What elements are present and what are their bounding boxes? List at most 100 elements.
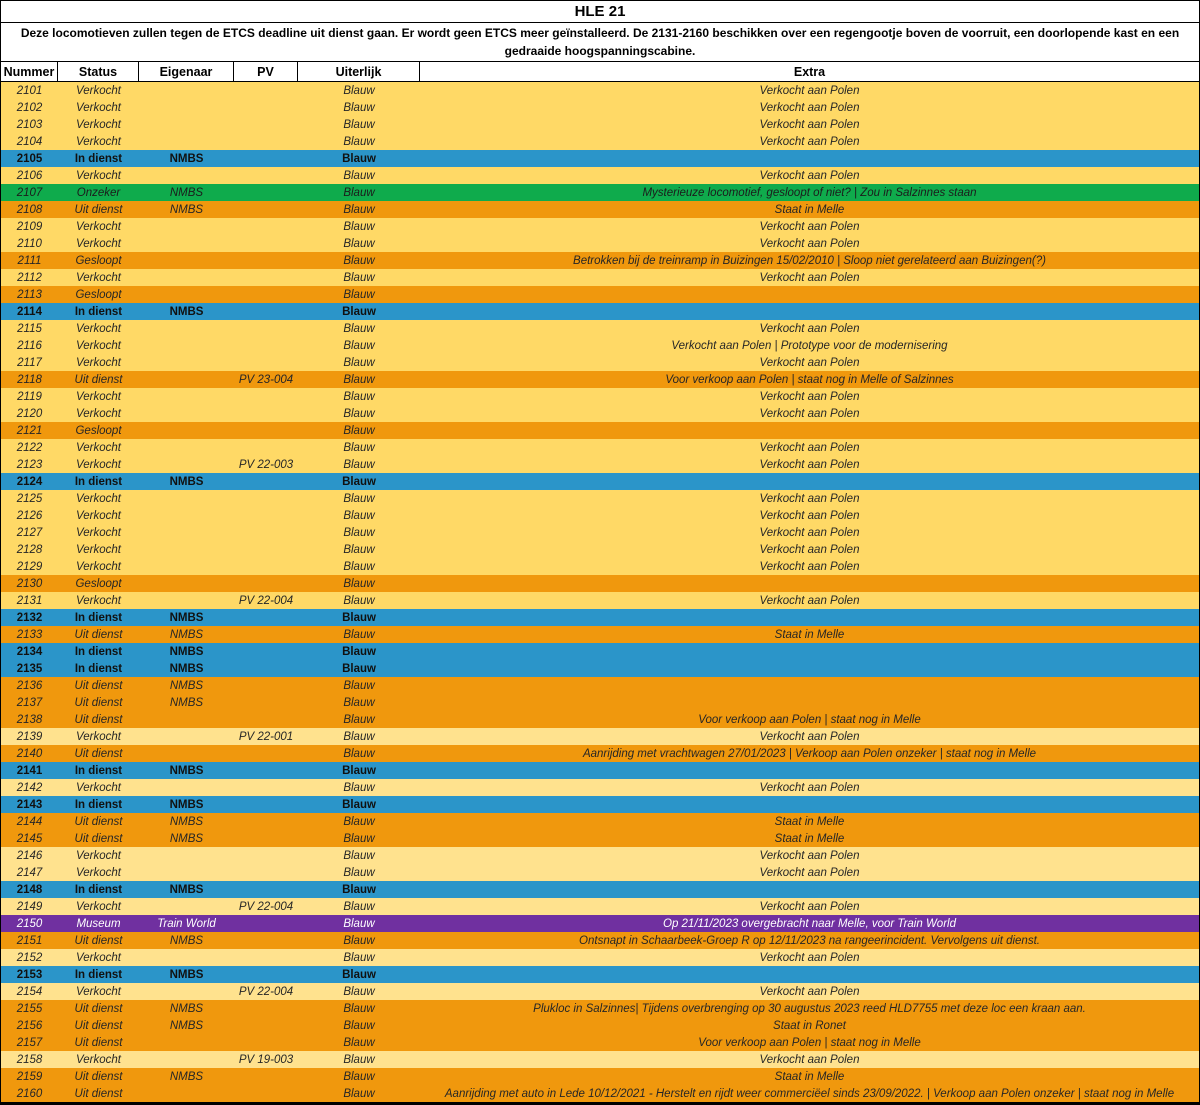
cell-eigenaar [139,524,234,541]
cell-uiterlijk: Blauw [343,543,375,556]
cell-eigenaar [139,422,234,439]
cell-nummer: 2103 [16,118,43,131]
cell-uiterlijk: Blauw [343,339,375,352]
cell-eigenaar: NMBS [169,611,204,624]
cell-uiterlijk: Blauw [343,356,375,369]
cell-uiterlijk: Blauw [343,1070,375,1083]
cell-status: Verkocht [76,951,121,964]
cell-extra: Aanrijding met auto in Lede 10/12/2021 -… [444,1087,1175,1100]
table-row: 2158 Verkocht PV 19-003 Blauw Verkocht a… [1,1051,1199,1068]
cell-eigenaar [139,320,234,337]
cell-nummer: 2108 [16,203,43,216]
cell-nummer: 2148 [16,883,43,896]
table-row: 2105 In dienst NMBS Blauw [1,150,1199,167]
column-header-status: Status [58,62,139,81]
cell-eigenaar: NMBS [169,798,204,811]
cell-nummer: 2155 [16,1002,43,1015]
cell-pv [234,405,298,422]
table-row: 2119 Verkocht Blauw Verkocht aan Polen [1,388,1199,405]
cell-eigenaar: NMBS [169,305,204,318]
cell-nummer: 2122 [16,441,43,454]
cell-status: Verkocht [76,390,121,403]
cell-eigenaar [139,541,234,558]
table-row: 2136 Uit dienst NMBS Blauw [1,677,1199,694]
cell-nummer: 2121 [16,424,43,437]
cell-status: Verkocht [76,101,121,114]
cell-extra [420,762,1199,779]
cell-eigenaar [139,558,234,575]
cell-pv: PV 22-004 [238,985,294,998]
cell-uiterlijk: Blauw [343,985,375,998]
column-header-uiterlijk: Uiterlijk [298,62,420,81]
cell-pv [234,881,298,898]
cell-status: Uit dienst [74,1019,123,1032]
cell-status: Verkocht [76,849,121,862]
cell-nummer: 2113 [17,288,42,301]
cell-status: In dienst [74,305,123,318]
cell-uiterlijk: Blauw [343,271,375,284]
cell-uiterlijk: Blauw [343,713,375,726]
cell-pv: PV 23-004 [238,373,294,386]
cell-eigenaar [139,99,234,116]
cell-extra: Verkocht aan Polen [759,560,860,573]
table-row: 2139 Verkocht PV 22-001 Blauw Verkocht a… [1,728,1199,745]
cell-status: Verkocht [76,594,121,607]
cell-pv: PV 22-001 [238,730,294,743]
cell-pv [234,711,298,728]
cell-eigenaar: NMBS [169,628,204,641]
cell-pv: PV 22-003 [238,458,294,471]
cell-status: Gesloopt [75,577,122,590]
table-row: 2140 Uit dienst Blauw Aanrijding met vra… [1,745,1199,762]
cell-pv [234,966,298,983]
cell-extra: Betrokken bij de treinramp in Buizingen … [573,254,1046,267]
cell-status: Uit dienst [74,373,123,386]
table-row: 2156 Uit dienst NMBS Blauw Staat in Rone… [1,1017,1199,1034]
cell-nummer: 2116 [17,339,42,352]
cell-status: Verkocht [76,169,121,182]
cell-extra [420,286,1199,303]
table-row: 2127 Verkocht Blauw Verkocht aan Polen [1,524,1199,541]
cell-nummer: 2132 [16,611,43,624]
column-header-nummer: Nummer [1,62,58,81]
cell-nummer: 2157 [16,1036,43,1049]
cell-eigenaar: NMBS [169,1070,204,1083]
column-header-eigenaar: Eigenaar [139,62,234,81]
cell-nummer: 2140 [16,747,43,760]
cell-extra [420,966,1199,983]
table-row: 2106 Verkocht Blauw Verkocht aan Polen [1,167,1199,184]
cell-extra: Verkocht aan Polen [759,441,860,454]
cell-nummer: 2117 [17,356,42,369]
cell-uiterlijk: Blauw [343,917,375,930]
cell-status: Verkocht [76,84,121,97]
cell-uiterlijk: Blauw [343,849,375,862]
column-header-pv: PV [234,62,298,81]
cell-status: Uit dienst [74,747,123,760]
cell-eigenaar: NMBS [169,1002,204,1015]
cell-status: Verkocht [76,560,121,573]
cell-extra: Verkocht aan Polen [759,84,860,97]
cell-extra: Verkocht aan Polen [759,237,860,250]
column-header-extra: Extra [420,62,1199,81]
cell-eigenaar: NMBS [169,1019,204,1032]
table-row: 2118 Uit dienst PV 23-004 Blauw Voor ver… [1,371,1199,388]
table-row: 2114 In dienst NMBS Blauw [1,303,1199,320]
cell-uiterlijk: Blauw [343,169,375,182]
cell-status: Verkocht [76,237,121,250]
cell-eigenaar [139,337,234,354]
cell-extra: Verkocht aan Polen [759,169,860,182]
cell-eigenaar: NMBS [169,815,204,828]
cell-eigenaar: NMBS [169,679,204,692]
cell-extra: Verkocht aan Polen [759,322,860,335]
cell-uiterlijk: Blauw [343,730,375,743]
cell-status: Verkocht [76,900,121,913]
table-row: 2138 Uit dienst Blauw Voor verkoop aan P… [1,711,1199,728]
cell-uiterlijk: Blauw [342,305,376,318]
cell-extra [420,881,1199,898]
cell-extra: Verkocht aan Polen [759,271,860,284]
table-row: 2160 Uit dienst Blauw Aanrijding met aut… [1,1085,1199,1102]
cell-nummer: 2131 [16,594,43,607]
cell-eigenaar: Train World [157,917,216,930]
cell-status: Gesloopt [75,254,122,267]
table-row: 2159 Uit dienst NMBS Blauw Staat in Mell… [1,1068,1199,1085]
cell-status: Uit dienst [74,832,123,845]
